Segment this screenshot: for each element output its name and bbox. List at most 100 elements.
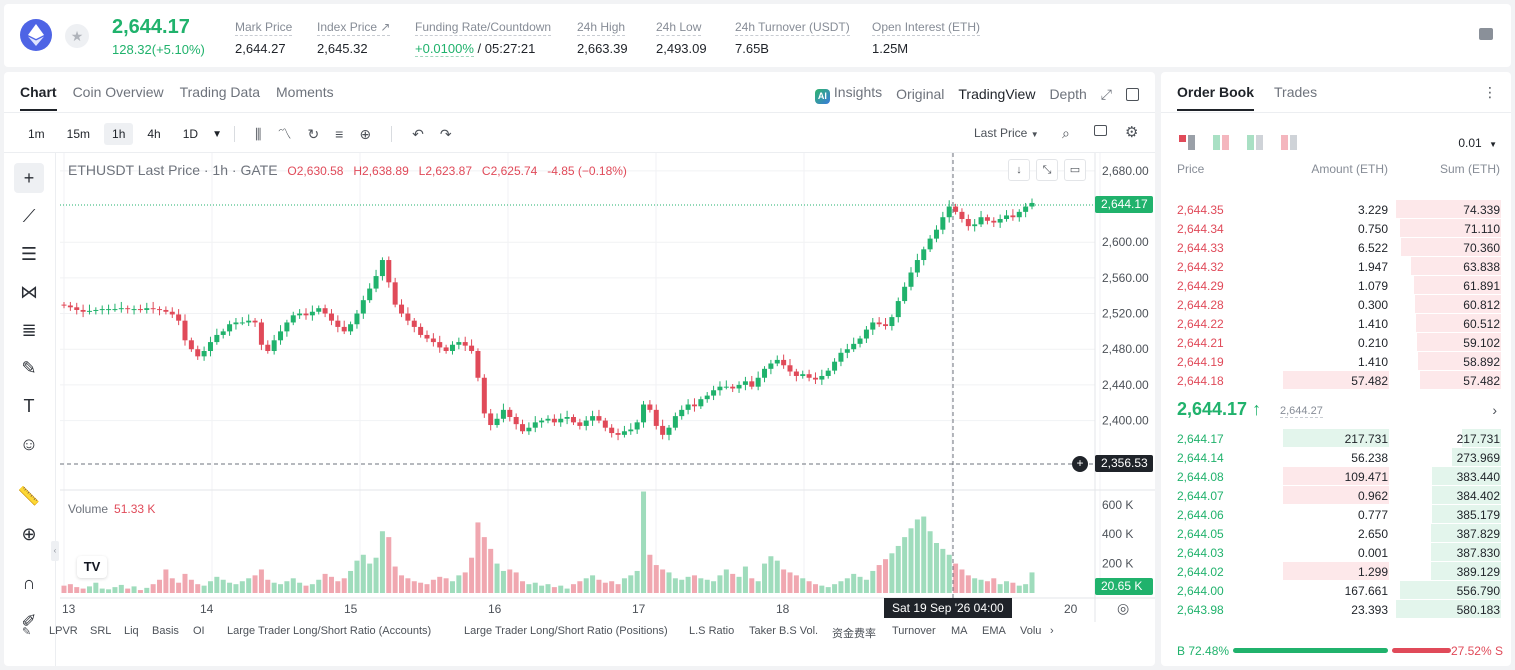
indicators-icon[interactable]: 〽 [277, 126, 292, 142]
indicator-volume[interactable]: Volu [1020, 625, 1042, 637]
bid-row[interactable]: 2,644.05 2.650 387.829 [1161, 524, 1511, 543]
volume-bar [163, 569, 169, 593]
camera-icon[interactable] [1094, 125, 1107, 136]
collapse-chart-icon[interactable]: ⤡ [1036, 159, 1058, 181]
indicator-turnover[interactable]: Turnover [892, 625, 936, 637]
volume-bar [520, 581, 526, 593]
bid-row[interactable]: 2,644.07 0.962 384.402 [1161, 486, 1511, 505]
ask-row[interactable]: 2,644.19 1.410 58.892 [1161, 352, 1511, 371]
ask-row[interactable]: 2,644.32 1.947 63.838 [1161, 257, 1511, 276]
view-original[interactable]: Original [896, 86, 945, 102]
indicator-ls-ratio[interactable]: L.S Ratio [689, 625, 735, 637]
interval-1h[interactable]: 1h [104, 123, 134, 145]
pencil-lock-icon[interactable]: ✐ [21, 610, 37, 631]
brush-icon[interactable]: ✎ [21, 357, 37, 378]
indicator-oi[interactable]: OI [193, 625, 205, 637]
ask-row[interactable]: 2,644.33 6.522 70.360 [1161, 238, 1511, 257]
indicator-liq[interactable]: Liq [124, 625, 139, 637]
indicator-ma[interactable]: MA [951, 625, 968, 637]
indicator-taker-vol[interactable]: Taker B.S Vol. [749, 625, 819, 637]
bid-row[interactable]: 2,643.98 23.393 580.183 [1161, 600, 1511, 619]
ask-row[interactable]: 2,644.34 0.750 71.110 [1161, 219, 1511, 238]
magnet-icon[interactable]: ∩ [22, 572, 36, 593]
templates-icon[interactable]: ≡ [335, 126, 344, 142]
indicator-funding[interactable]: 资金费率 [832, 628, 876, 640]
indicator-ema[interactable]: EMA [982, 625, 1006, 637]
depth-mode-icon[interactable] [1247, 135, 1264, 150]
collapse-toolbar-icon[interactable]: ‹ [51, 541, 59, 561]
horizontal-lines-icon[interactable]: ☰ [20, 243, 38, 264]
bid-row[interactable]: 2,644.02 1.299 389.129 [1161, 562, 1511, 581]
window-icon[interactable] [1126, 87, 1139, 101]
both-sides-icon[interactable] [1179, 135, 1196, 150]
interval-1m[interactable]: 1m [28, 127, 45, 141]
bid-row[interactable]: 2,644.17 217.731 217.731 [1161, 429, 1511, 448]
bids-only-icon[interactable] [1213, 135, 1230, 150]
indicator-ls-positions[interactable]: Large Trader Long/Short Ratio (Positions… [464, 625, 668, 637]
candlestick-chart[interactable]: 2,680.00 2,600.00 2,560.00 2,520.00 2,480.00… [60, 153, 1155, 622]
ask-row[interactable]: 2,644.28 0.300 60.812 [1161, 295, 1511, 314]
settings-gear-icon[interactable]: ⚙ [1125, 124, 1139, 141]
time-axis-settings-icon[interactable]: ◎ [1117, 600, 1130, 616]
text-icon[interactable]: T [23, 395, 35, 416]
bid-row[interactable]: 2,644.06 0.777 385.179 [1161, 505, 1511, 524]
favorite-star-icon[interactable]: ★ [65, 24, 89, 48]
replay-icon[interactable]: ↻ [307, 125, 320, 142]
book-icon[interactable] [1479, 28, 1493, 40]
expand-icon[interactable]: ⤢ [1100, 85, 1112, 102]
tab-order-book[interactable]: Order Book [1177, 84, 1255, 111]
tab-trading-data[interactable]: Trading Data [179, 84, 261, 100]
tab-moments[interactable]: Moments [276, 84, 334, 100]
tab-chart[interactable]: Chart [20, 84, 57, 111]
ask-row[interactable]: 2,644.18 57.482 57.482 [1161, 371, 1511, 390]
chevron-right-icon[interactable]: › [1492, 402, 1497, 418]
asks-only-icon[interactable] [1281, 135, 1298, 150]
ask-row[interactable]: 2,644.22 1.410 60.512 [1161, 314, 1511, 333]
scroll-down-icon[interactable]: ↓ [1008, 159, 1030, 181]
pattern-icon[interactable]: ⋈ [20, 281, 38, 302]
draw-icon[interactable]: ✎ [22, 626, 32, 638]
tab-trades[interactable]: Trades [1274, 84, 1318, 100]
tab-coin-overview[interactable]: Coin Overview [72, 84, 164, 100]
redo-icon[interactable]: ↷ [439, 125, 452, 142]
alert-icon[interactable]: ⊕ [359, 125, 372, 142]
view-insights[interactable]: AI Insights [814, 84, 882, 104]
emoji-icon[interactable]: ☺ [19, 433, 39, 454]
indicator-srl[interactable]: SRL [90, 625, 112, 637]
bid-row[interactable]: 2,644.14 56.238 273.969 [1161, 448, 1511, 467]
ask-row[interactable]: 2,644.35 3.229 74.339 [1161, 200, 1511, 219]
volume-bar [118, 584, 124, 593]
bid-row[interactable]: 2,644.08 109.471 383.440 [1161, 467, 1511, 486]
candle-body [532, 422, 538, 428]
crosshair-icon[interactable]: + [14, 163, 44, 193]
bid-row[interactable]: 2,644.00 167.661 556.790 [1161, 581, 1511, 600]
fullscreen-icon[interactable]: ▭ [1064, 159, 1086, 181]
stat-index-price[interactable]: Index Price ↗ 2,645.32 [317, 20, 391, 56]
trend-line-icon[interactable]: ⟋ [22, 205, 36, 226]
zoom-in-icon[interactable]: ⊕ [21, 523, 37, 544]
search-icon[interactable]: ⌕ [1062, 125, 1070, 141]
tradingview-logo[interactable]: TV [77, 556, 107, 578]
add-order-icon[interactable]: + [1072, 456, 1088, 472]
price-type-select[interactable]: Last Price ▼ [974, 126, 1039, 140]
candle-type-icon[interactable]: ⫼ [254, 125, 262, 142]
view-depth[interactable]: Depth [1049, 86, 1087, 102]
undo-icon[interactable]: ↶ [412, 125, 424, 142]
indicator-basis[interactable]: Basis [152, 625, 179, 637]
interval-dropdown-icon[interactable]: ▼ [212, 128, 222, 140]
interval-1d[interactable]: 1D [182, 127, 199, 141]
ruler-icon[interactable]: 📏 [17, 485, 41, 506]
view-tradingview[interactable]: TradingView [958, 86, 1036, 102]
indicator-lpvr[interactable]: LPVR [49, 625, 78, 637]
ask-row[interactable]: 2,644.21 0.210 59.102 [1161, 333, 1511, 352]
interval-15m[interactable]: 15m [66, 127, 91, 141]
ask-row[interactable]: 2,644.29 1.079 61.891 [1161, 276, 1511, 295]
fib-icon[interactable]: ≣ [21, 319, 37, 340]
chevron-right-icon[interactable]: › [1050, 625, 1054, 637]
legend-close: C2,625.74 [481, 164, 538, 178]
precision-select[interactable]: 0.01 ▼ [1458, 136, 1497, 150]
bid-row[interactable]: 2,644.03 0.001 387.830 [1161, 543, 1511, 562]
more-icon[interactable]: ⋮ [1483, 84, 1497, 100]
interval-4h[interactable]: 4h [147, 127, 161, 141]
indicator-ls-accounts[interactable]: Large Trader Long/Short Ratio (Accounts) [227, 625, 432, 637]
